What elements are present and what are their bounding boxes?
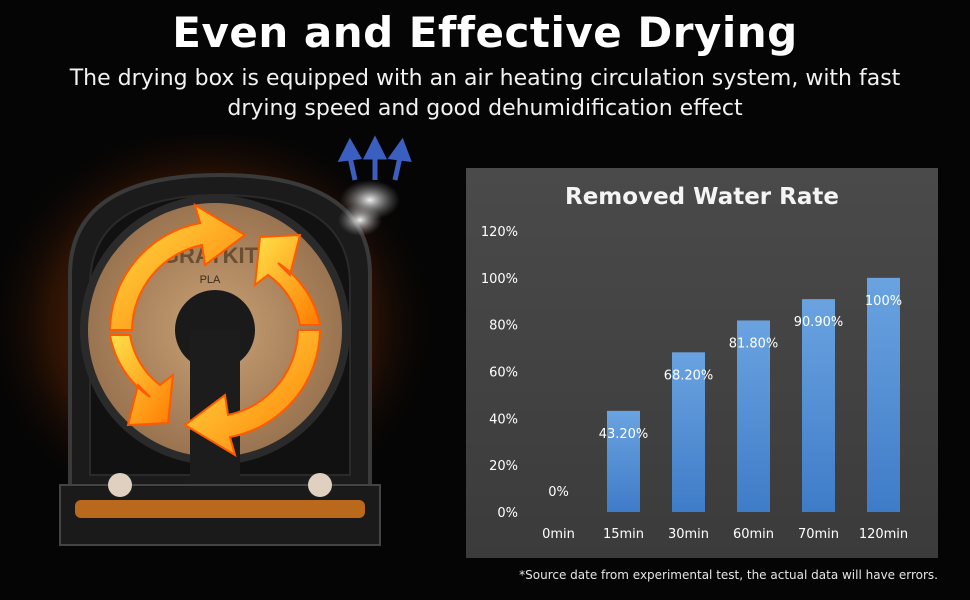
x-tick-label: 70min [798, 527, 839, 542]
x-tick-label: 0min [542, 527, 575, 542]
material-label: PLA [200, 274, 221, 286]
subtitle: The drying box is equipped with an air h… [40, 64, 930, 124]
x-tick-label: 120min [859, 527, 908, 542]
chart-panel: Removed Water Rate 0% 20% 40% 60% 80% 100% 120… [466, 168, 938, 558]
y-tick-label: 60% [489, 366, 518, 381]
airflow-arrows-icon [337, 135, 412, 181]
chart-title: Removed Water Rate [565, 184, 839, 210]
bar [867, 277, 900, 512]
bar [802, 299, 835, 512]
data-label: 68.20% [664, 368, 714, 383]
data-label: 90.90% [794, 315, 844, 330]
bar [737, 320, 770, 512]
footnote: *Source date from experimental test, the… [519, 568, 938, 582]
x-tick-label: 15min [603, 527, 644, 542]
page-title: Even and Effective Drying [172, 8, 798, 57]
y-tick-label: 20% [489, 459, 518, 474]
steam-icon [338, 180, 400, 236]
data-label: 0% [548, 485, 569, 500]
circulation-arrows-icon [108, 202, 322, 458]
x-tick-label: 60min [733, 527, 774, 542]
bar [672, 352, 705, 512]
data-label: 100% [865, 294, 902, 309]
data-label: 43.20% [599, 427, 649, 442]
y-tick-label: 120% [481, 225, 518, 240]
y-tick-label: 0% [497, 506, 518, 521]
y-tick-label: 80% [489, 319, 518, 334]
x-tick-label: 30min [668, 527, 709, 542]
bar-chart: Removed Water Rate 0% 20% 40% 60% 80% 100% 120… [481, 184, 908, 542]
data-label: 81.80% [729, 336, 779, 351]
bar [607, 410, 640, 512]
subtitle-line-2: drying speed and good dehumidification e… [227, 96, 743, 121]
y-tick-label: 100% [481, 272, 518, 287]
y-tick-label: 40% [489, 412, 518, 427]
subtitle-line-1: The drying box is equipped with an air h… [69, 66, 901, 91]
drying-box-illustration: GRATKIT PLA [0, 135, 440, 546]
